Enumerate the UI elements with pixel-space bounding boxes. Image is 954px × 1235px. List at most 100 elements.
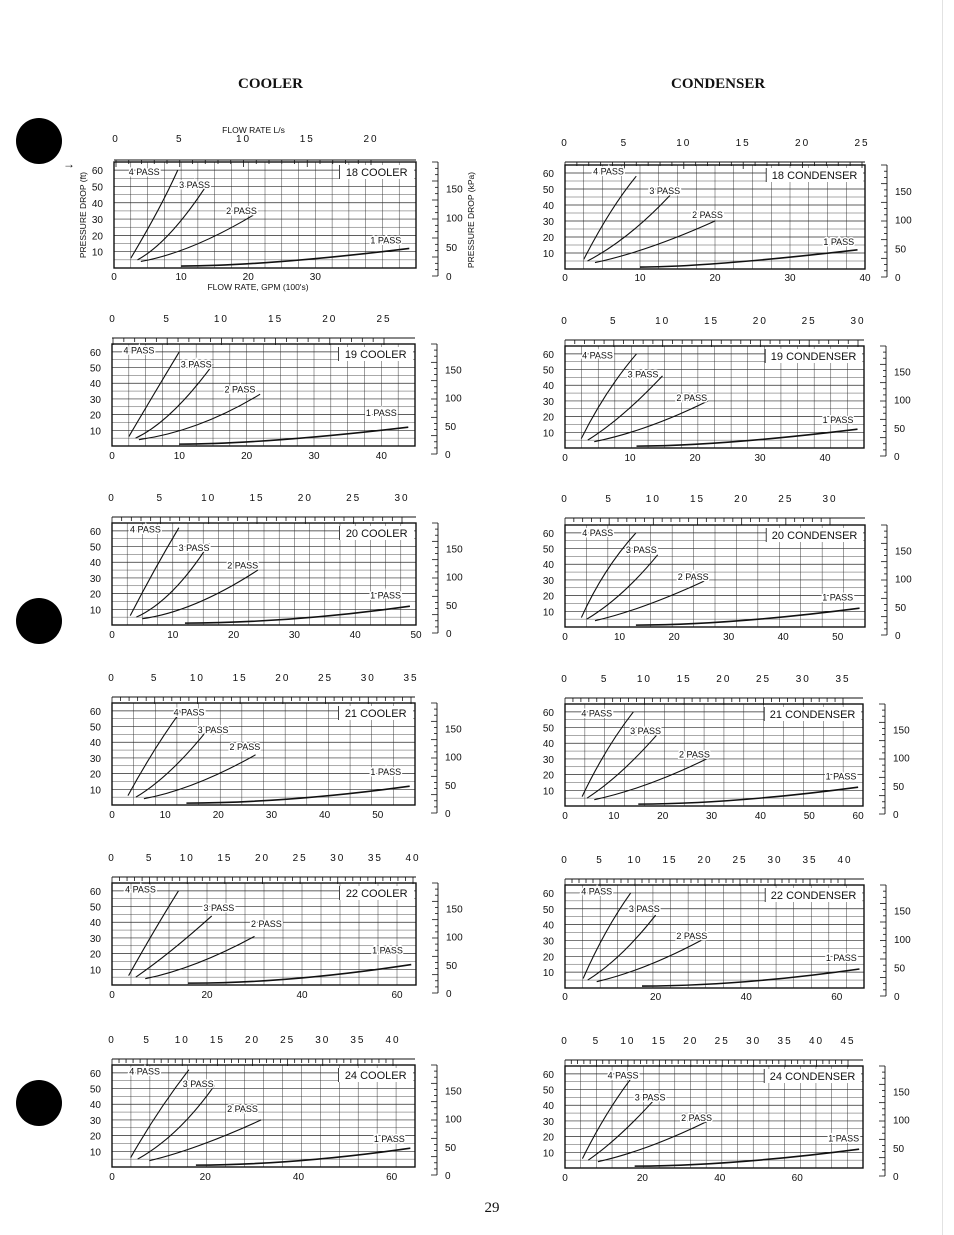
series-line-3-pass	[135, 729, 209, 798]
kpa-tick-label: 50	[445, 422, 457, 433]
series-label: 1 PASS	[372, 946, 403, 956]
chart-svg: 0 5 10 15 20 25 30 60 50 40 30 20 10 150 100 50 0 0 10 20 30…	[90, 493, 463, 641]
ls-tick-label: 15	[268, 314, 283, 325]
y-tick-label: 10	[543, 1148, 555, 1159]
kpa-tick-label: 150	[895, 546, 912, 557]
title-box	[765, 888, 862, 902]
plot-grid	[112, 1065, 415, 1167]
x-tick-label: 20	[689, 453, 701, 464]
plot-frame	[111, 522, 417, 626]
ls-tick-label: 25	[280, 1035, 295, 1046]
ls-tick-label: 20	[716, 674, 731, 685]
y-tick-label: 30	[90, 395, 102, 406]
chart-svg: 0 5 10 15 20 FLOW RATE L/s 60 50 40 30 20 10 PRESSUR…	[78, 125, 476, 292]
ls-tick-label: 25	[778, 494, 793, 505]
kpa-tick-label: 0	[445, 450, 451, 461]
series-line-1-pass	[635, 607, 860, 626]
title-box	[338, 347, 413, 361]
series-line-1-pass	[195, 1147, 411, 1166]
x-tick-label: 10	[160, 810, 172, 821]
series-label: 2 PASS	[679, 749, 710, 759]
y-tick-label: 60	[90, 707, 102, 718]
ls-tick-label: 30	[361, 673, 376, 684]
ls-tick-label: 35	[778, 1036, 793, 1047]
series-label: 1 PASS	[366, 408, 397, 418]
y-tick-label: 60	[543, 1070, 555, 1081]
plot-frame	[111, 702, 416, 806]
series-label: 2 PASS	[676, 393, 707, 403]
ls-tick-label: 5	[146, 853, 154, 864]
series-line-1-pass	[634, 1148, 860, 1167]
ls-tick-label: 20	[795, 138, 810, 149]
ls-tick-label: 20	[734, 494, 749, 505]
ls-tick-label: 25	[756, 674, 771, 685]
series-label: 4 PASS	[581, 709, 612, 719]
series-line-4-pass	[127, 710, 182, 796]
series-line-3-pass	[586, 554, 659, 620]
ls-tick-label: 10	[180, 853, 195, 864]
ls-tick-label: 15	[662, 855, 677, 866]
kpa-tick-label: 0	[893, 810, 899, 821]
kpa-tick-label: 50	[894, 964, 906, 975]
y-tick-label: 40	[543, 921, 555, 932]
left-arrow-mark: →	[63, 157, 75, 171]
series-label: 4 PASS	[608, 1071, 639, 1081]
ls-tick-label: 35	[802, 855, 817, 866]
kpa-tick-label: 0	[446, 629, 452, 640]
y-axis-title: PRESSURE DROP (ft)	[78, 172, 88, 258]
series-line-1-pass	[179, 426, 409, 445]
x-tick-label: 0	[109, 630, 115, 641]
kpa-tick-label: 0	[895, 631, 901, 642]
ls-tick-label: 40	[809, 1036, 824, 1047]
ls-tick-label: 40	[837, 855, 852, 866]
series-line-2-pass	[149, 1119, 262, 1162]
y-tick-label: 40	[543, 739, 555, 750]
ls-tick-label: 30	[394, 493, 409, 504]
ls-tick-label: 15	[210, 1035, 225, 1046]
x-tick-label: 10	[174, 451, 186, 462]
ls-tick-label: 5	[621, 138, 629, 149]
series-label: 1 PASS	[826, 953, 857, 963]
series-line-4-pass	[582, 892, 632, 979]
x-tick-label: 30	[310, 272, 322, 283]
x-tick-label: 50	[832, 632, 844, 643]
kpa-tick-label: 0	[445, 809, 451, 820]
series-label: 2 PASS	[226, 206, 257, 216]
chart-title: 21 COOLER	[345, 708, 407, 720]
ls-tick-label: 30	[330, 853, 345, 864]
ls-tick-label: 30	[746, 1036, 761, 1047]
chart-title: 21 CONDENSER	[770, 709, 856, 721]
y-tick-label: 60	[543, 529, 555, 540]
kpa-tick-label: 150	[445, 1086, 462, 1097]
ls-tick-label: 25	[715, 1036, 730, 1047]
y-tick-label: 10	[543, 968, 555, 979]
chart-svg: 0 5 10 15 20 25 60 50 40 30 20 10 150 100 50 0 0 10 20 30 40…	[90, 314, 462, 462]
y-tick-label: 50	[90, 543, 102, 554]
y-tick-label: 10	[543, 786, 555, 797]
kpa-tick-label: 0	[893, 1172, 899, 1183]
kpa-tick-label: 150	[446, 544, 463, 555]
series-line-2-pass	[138, 393, 261, 441]
y-tick-label: 40	[90, 918, 102, 929]
series-line-4-pass	[128, 351, 180, 437]
kpa-tick-label: 150	[893, 725, 910, 736]
series-line-2-pass	[594, 579, 708, 622]
ls-tick-label: 5	[157, 493, 165, 504]
title-box	[339, 886, 414, 900]
y-tick-label: 40	[90, 738, 102, 749]
ls-tick-label: 0	[108, 493, 116, 504]
chart-svg: 0 5 10 15 20 25 30 35 40 60 50 40 30 20 10 150 100 50 0 0 20…	[543, 855, 911, 1003]
series-line-2-pass	[594, 220, 716, 264]
series-label: 1 PASS	[828, 1133, 859, 1143]
series-line-1-pass	[636, 428, 858, 447]
kpa-tick-label: 100	[894, 935, 911, 946]
chart-svg: 0 5 10 15 20 25 30 35 40 60 50 40 30 20 10 150 100 50 0 0 20…	[90, 853, 463, 1001]
y-tick-label: 20	[543, 952, 555, 963]
series-label: 2 PASS	[676, 931, 707, 941]
x-tick-label: 10	[608, 811, 620, 822]
series-line-3-pass	[587, 914, 657, 981]
x-tick-label: 0	[111, 272, 117, 283]
series-label: 3 PASS	[628, 369, 659, 379]
y-tick-label: 40	[543, 201, 555, 212]
chart-svg: 0 5 10 15 20 25 30 60 50 40 30 20 10 150 100 50 0 0 10 20 30…	[543, 494, 912, 643]
